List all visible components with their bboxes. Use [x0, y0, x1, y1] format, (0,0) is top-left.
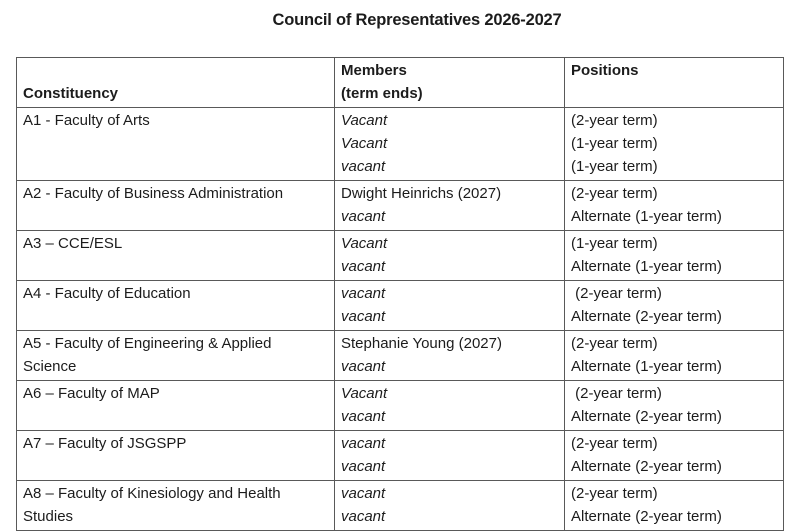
- position-label: Alternate (2-year term): [571, 458, 722, 475]
- position-label: (2-year term): [571, 185, 658, 202]
- members-cell: Vacant vacant: [334, 230, 565, 281]
- member-name: vacant: [341, 458, 386, 475]
- member-name: vacant: [341, 435, 386, 452]
- column-header-positions: Positions: [564, 57, 784, 108]
- member-name: Vacant: [341, 385, 388, 402]
- column-header-members: Members (term ends): [334, 57, 565, 108]
- positions-cell: (1-year term) Alternate (1-year term): [564, 230, 784, 281]
- position-label: (2-year term): [571, 485, 658, 502]
- constituency-label: A3 – CCE/ESL: [23, 235, 123, 252]
- positions-cell: (2-year term) (1-year term) (1-year term…: [564, 107, 784, 181]
- constituency-cell: A8 – Faculty of Kinesiology and Health S…: [16, 480, 335, 531]
- positions-cell: (2-year term) Alternate (2-year term): [564, 430, 784, 481]
- table-row-a2: A2 - Faculty of Business Administration …: [16, 180, 784, 231]
- position-label: (2-year term): [571, 335, 658, 352]
- member-name: vacant: [341, 408, 386, 425]
- constituency-cell: A2 - Faculty of Business Administration: [16, 180, 335, 231]
- positions-cell: (2-year term) Alternate (1-year term): [564, 180, 784, 231]
- table-row-a4: A4 - Faculty of Education vacant vacant …: [16, 280, 784, 331]
- column-header-constituency: Constituency: [16, 57, 335, 108]
- member-name: Vacant: [341, 235, 388, 252]
- table-row-a8: A8 – Faculty of Kinesiology and Health S…: [16, 480, 784, 531]
- member-name: vacant: [341, 508, 386, 525]
- position-label: Alternate (1-year term): [571, 208, 722, 225]
- position-label: (2-year term): [571, 285, 662, 302]
- council-of-representatives-table: Constituency Members (term ends) Positio…: [16, 57, 784, 531]
- members-cell: vacant vacant: [334, 280, 565, 331]
- column-header-members-line1: Members: [341, 62, 407, 79]
- constituency-label: A8 – Faculty of Kinesiology and Health S…: [23, 485, 285, 525]
- position-label: Alternate (1-year term): [571, 258, 722, 275]
- members-cell: vacant vacant: [334, 480, 565, 531]
- positions-cell: (2-year term) Alternate (1-year term): [564, 330, 784, 381]
- position-label: (2-year term): [571, 435, 658, 452]
- constituency-cell: A1 - Faculty of Arts: [16, 107, 335, 181]
- positions-cell: (2-year term) Alternate (2-year term): [564, 280, 784, 331]
- table-row-a3: A3 – CCE/ESL Vacant vacant (1-year term)…: [16, 230, 784, 281]
- position-label: Alternate (2-year term): [571, 508, 722, 525]
- position-label: (2-year term): [571, 112, 658, 129]
- positions-cell: (2-year term) Alternate (2-year term): [564, 380, 784, 431]
- members-cell: vacant vacant: [334, 430, 565, 481]
- members-cell: Vacant Vacant vacant: [334, 107, 565, 181]
- member-name: Vacant: [341, 135, 388, 152]
- position-label: (2-year term): [571, 385, 662, 402]
- member-name: vacant: [341, 208, 386, 225]
- members-cell: Vacant vacant: [334, 380, 565, 431]
- members-cell: Dwight Heinrichs (2027) vacant: [334, 180, 565, 231]
- positions-cell: (2-year term) Alternate (2-year term): [564, 480, 784, 531]
- position-label: Alternate (2-year term): [571, 308, 722, 325]
- table-row-a6: A6 – Faculty of MAP Vacant vacant (2-yea…: [16, 380, 784, 431]
- constituency-label: A6 – Faculty of MAP: [23, 385, 160, 402]
- member-name: vacant: [341, 285, 386, 302]
- member-name: vacant: [341, 258, 386, 275]
- position-label: Alternate (2-year term): [571, 408, 722, 425]
- table-row-a7: A7 – Faculty of JSGSPP vacant vacant (2-…: [16, 430, 784, 481]
- constituency-cell: A4 - Faculty of Education: [16, 280, 335, 331]
- member-name: vacant: [341, 308, 386, 325]
- position-label: (1-year term): [571, 135, 658, 152]
- table-row-a1: A1 - Faculty of Arts Vacant Vacant vacan…: [16, 107, 784, 181]
- member-name: Dwight Heinrichs (2027): [341, 185, 502, 202]
- constituency-label: A5 - Faculty of Engineering & Applied Sc…: [23, 335, 276, 375]
- constituency-label: A2 - Faculty of Business Administration: [23, 185, 284, 202]
- table-row-a5: A5 - Faculty of Engineering & Applied Sc…: [16, 330, 784, 381]
- members-cell: Stephanie Young (2027) vacant: [334, 330, 565, 381]
- column-header-members-line2: (term ends): [341, 85, 423, 102]
- position-label: (1-year term): [571, 235, 658, 252]
- member-name: vacant: [341, 358, 386, 375]
- member-name: Stephanie Young (2027): [341, 335, 502, 352]
- member-name: vacant: [341, 485, 386, 502]
- position-label: Alternate (1-year term): [571, 358, 722, 375]
- member-name: vacant: [341, 158, 386, 175]
- page-title: Council of Representatives 2026-2027: [272, 11, 562, 29]
- constituency-cell: A6 – Faculty of MAP: [16, 380, 335, 431]
- constituency-label: A4 - Faculty of Education: [23, 285, 191, 302]
- constituency-label: A7 – Faculty of JSGSPP: [23, 435, 187, 452]
- constituency-cell: A7 – Faculty of JSGSPP: [16, 430, 335, 481]
- constituency-cell: A5 - Faculty of Engineering & Applied Sc…: [16, 330, 335, 381]
- member-name: Vacant: [341, 112, 388, 129]
- constituency-cell: A3 – CCE/ESL: [16, 230, 335, 281]
- header-row: Constituency Members (term ends) Positio…: [16, 57, 784, 108]
- position-label: (1-year term): [571, 158, 658, 175]
- constituency-label: A1 - Faculty of Arts: [23, 112, 150, 129]
